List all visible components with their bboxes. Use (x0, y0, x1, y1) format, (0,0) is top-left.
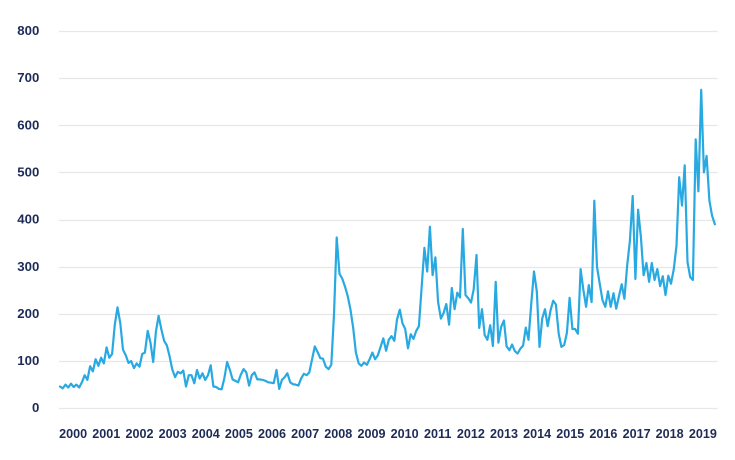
svg-text:800: 800 (17, 23, 39, 38)
svg-text:700: 700 (17, 70, 39, 85)
svg-text:2010: 2010 (391, 427, 419, 441)
svg-text:0: 0 (32, 400, 39, 415)
svg-text:200: 200 (17, 306, 39, 321)
svg-text:500: 500 (17, 164, 39, 179)
svg-text:2003: 2003 (159, 427, 187, 441)
svg-text:2012: 2012 (457, 427, 485, 441)
svg-text:2007: 2007 (291, 427, 319, 441)
svg-text:2009: 2009 (357, 427, 385, 441)
svg-text:2001: 2001 (92, 427, 120, 441)
svg-text:2018: 2018 (656, 427, 684, 441)
svg-text:600: 600 (17, 117, 39, 132)
svg-text:2016: 2016 (589, 427, 617, 441)
svg-text:300: 300 (17, 259, 39, 274)
svg-text:2014: 2014 (523, 427, 551, 441)
svg-text:2013: 2013 (490, 427, 518, 441)
svg-text:2019: 2019 (689, 427, 717, 441)
svg-text:2015: 2015 (556, 427, 584, 441)
svg-text:2002: 2002 (125, 427, 153, 441)
svg-text:2006: 2006 (258, 427, 286, 441)
svg-text:100: 100 (17, 353, 39, 368)
svg-text:400: 400 (17, 212, 39, 227)
svg-text:2000: 2000 (59, 427, 87, 441)
svg-text:2005: 2005 (225, 427, 253, 441)
svg-text:2008: 2008 (324, 427, 352, 441)
svg-text:2017: 2017 (623, 427, 651, 441)
svg-text:2011: 2011 (424, 427, 451, 441)
svg-text:2004: 2004 (192, 427, 220, 441)
